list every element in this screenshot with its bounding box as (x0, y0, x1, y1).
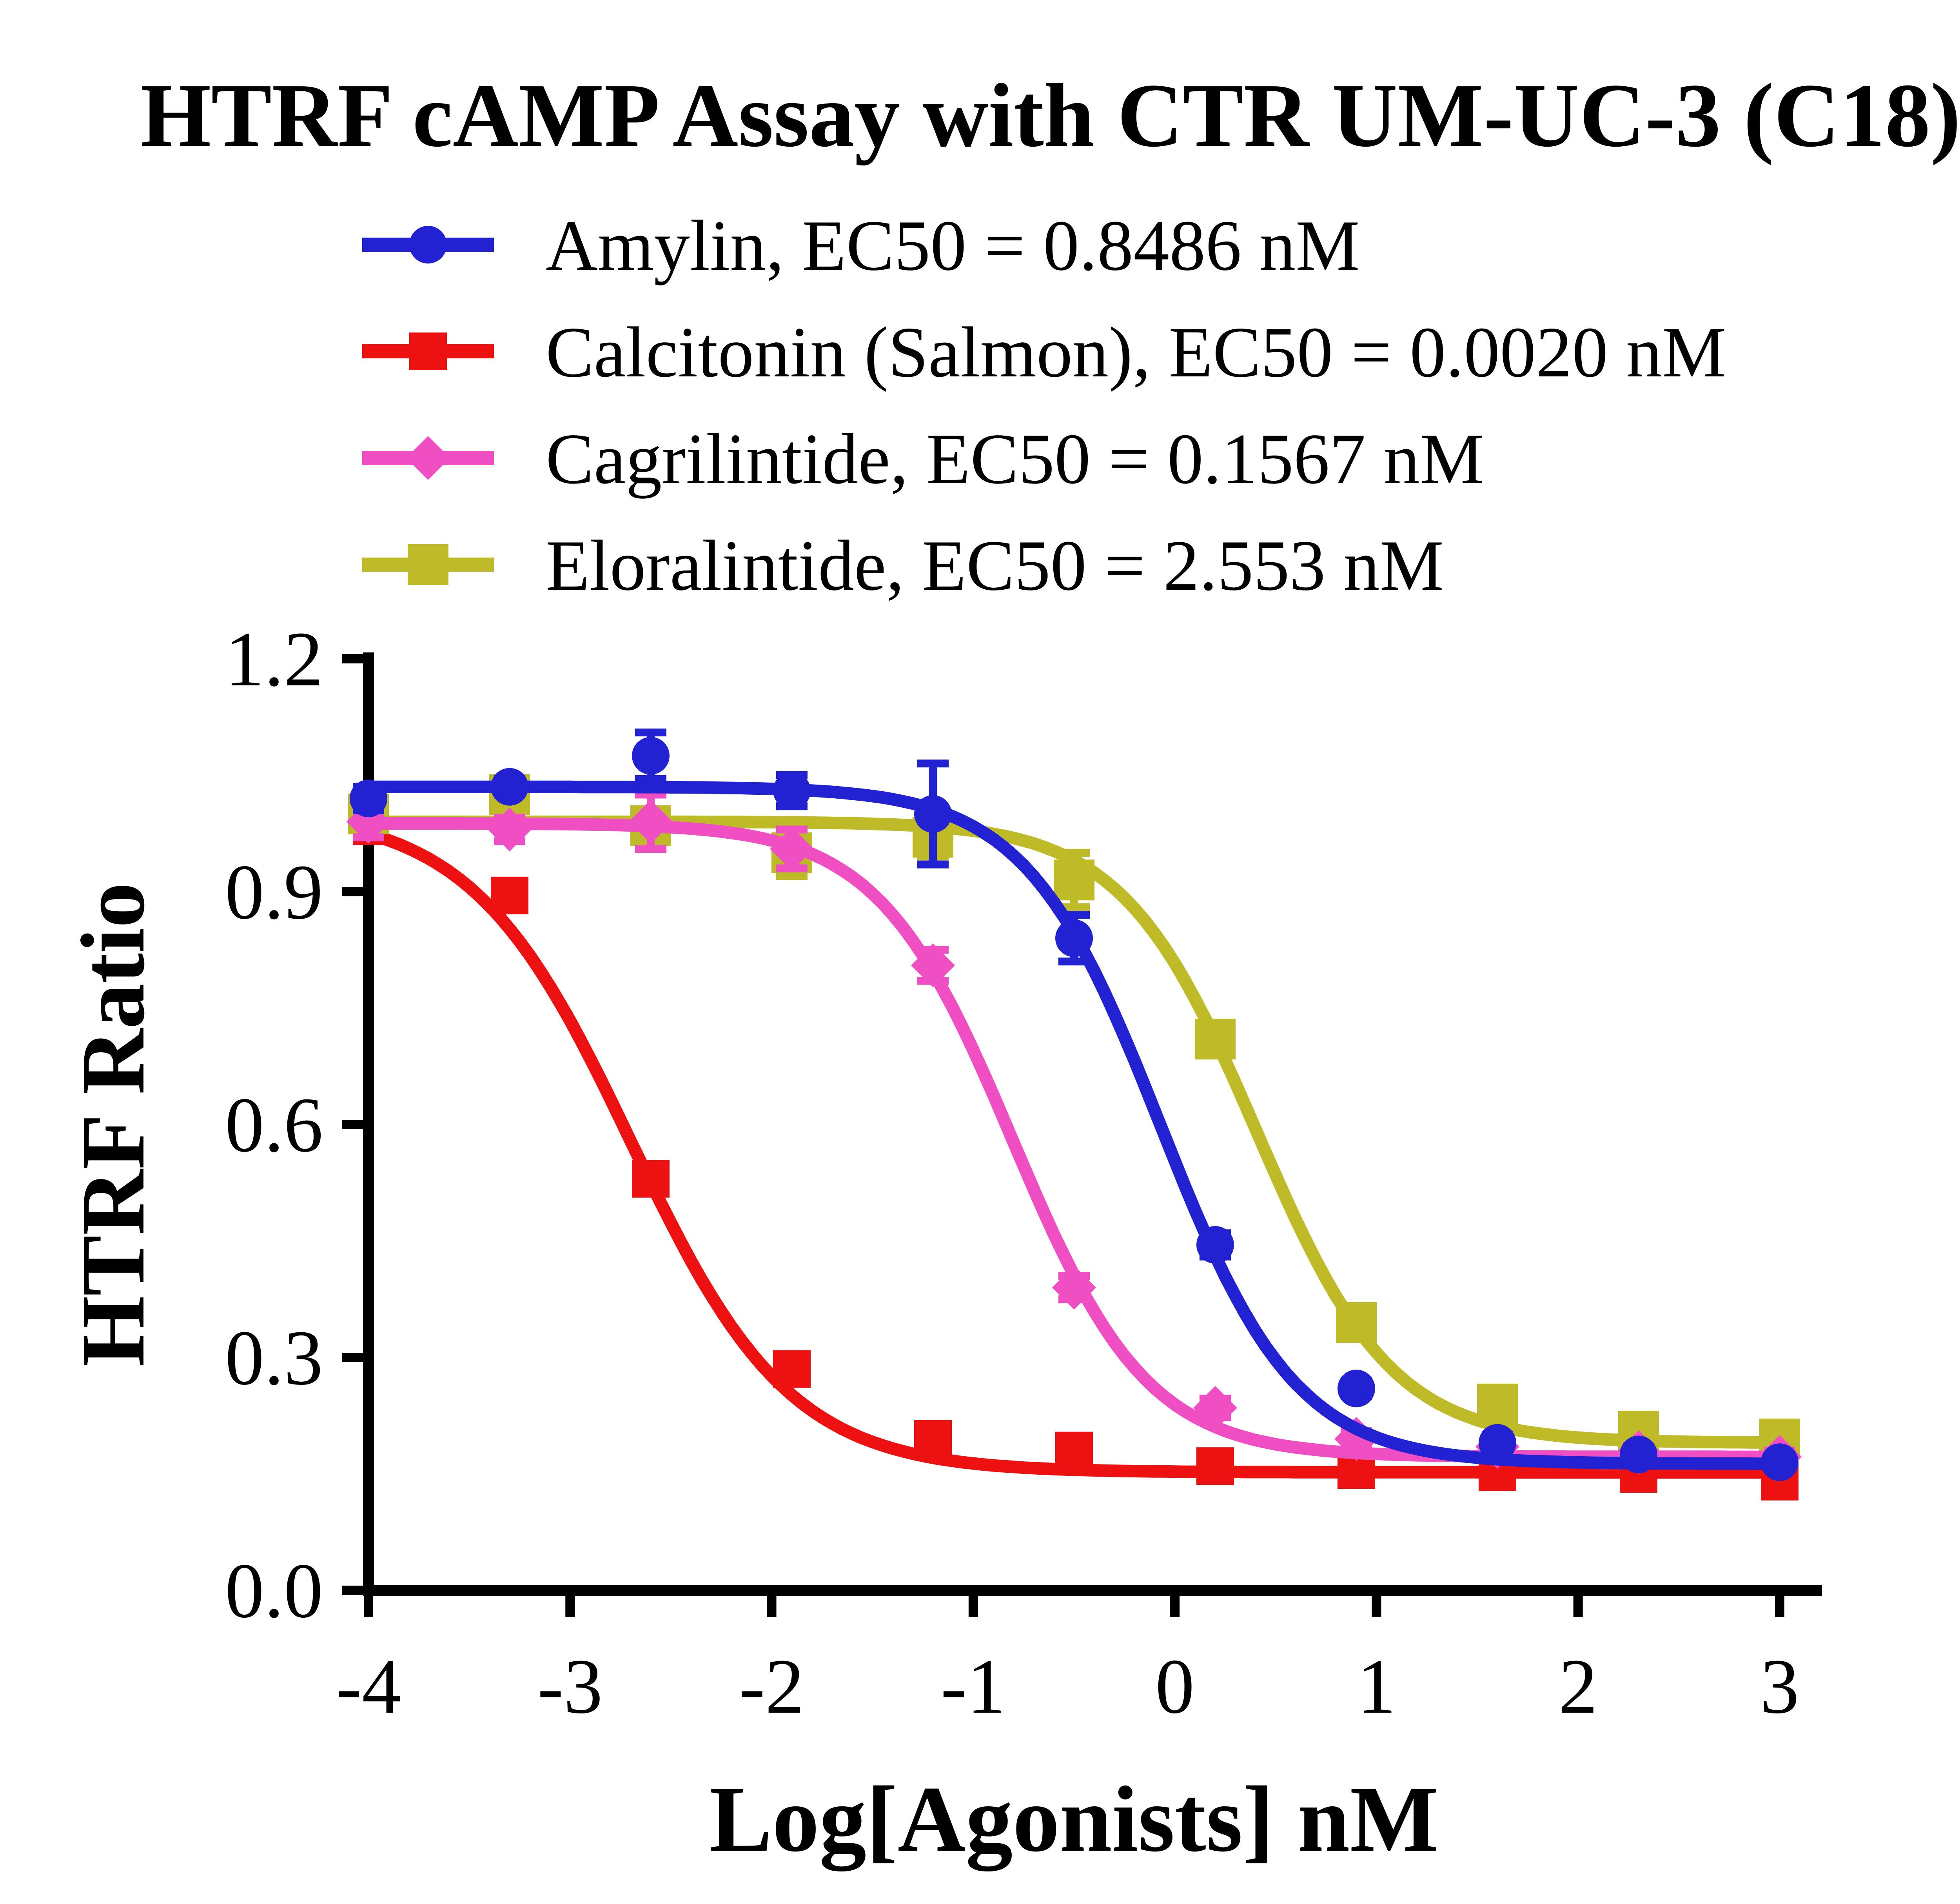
legend-label-eloralintide: Eloralintide, EC50 = 2.553 nM (546, 525, 1444, 605)
amylin-point (1196, 1226, 1234, 1264)
legend-item-calcitonin: Calcitonin (Salmon), EC50 = 0.0020 nM (358, 298, 1726, 405)
amylin-point (1338, 1370, 1375, 1408)
series-amylin (350, 729, 1798, 1481)
calcitonin-salmon-point (491, 876, 528, 914)
calcitonin-salmon-point (632, 1160, 670, 1198)
y-tick-label: 0.9 (225, 849, 323, 936)
eloralintide-point (1477, 1383, 1518, 1424)
legend-label-amylin: Amylin, EC50 = 0.8486 nM (546, 205, 1360, 285)
calcitonin-salmon-curve (362, 827, 1786, 1479)
calcitonin-legend-marker (362, 332, 494, 370)
amylin-point (491, 768, 528, 806)
cagrilintide-point (488, 807, 532, 852)
amylin-point (1620, 1435, 1657, 1473)
eloralintide-legend-marker (362, 544, 494, 585)
eloralintide-point (1336, 1302, 1377, 1343)
x-tick-label: 0 (1155, 1643, 1194, 1730)
circle-marker-icon (409, 226, 447, 263)
series-eloralintide (348, 774, 1800, 1459)
diamond-marker-icon (406, 436, 450, 480)
y-tick-label: 0.3 (225, 1315, 323, 1401)
x-tick-label: -1 (941, 1643, 1006, 1730)
cagrilintide-legend-marker (362, 436, 494, 480)
legend-label-calcitonin: Calcitonin (Salmon), EC50 = 0.0020 nM (546, 311, 1726, 391)
square-marker-icon (409, 332, 447, 370)
amylin-point (632, 737, 670, 775)
amylin-point (773, 772, 811, 810)
eloralintide-point (1054, 859, 1094, 901)
legend-item-eloralintide: Eloralintide, EC50 = 2.553 nM (358, 511, 1726, 618)
cagrilintide-point (770, 827, 814, 871)
amylin-point (1055, 919, 1093, 957)
amylin-point (350, 779, 387, 818)
legend-item-amylin: Amylin, EC50 = 0.8486 nM (358, 191, 1726, 298)
cagrilintide-point (1193, 1386, 1237, 1430)
calcitonin-salmon-point (1055, 1432, 1093, 1470)
calcitonin-salmon-point (773, 1350, 811, 1388)
calcitonin-salmon-point (1196, 1447, 1234, 1485)
y-tick-label: 0.0 (225, 1548, 323, 1634)
x-tick-label: 1 (1357, 1643, 1396, 1730)
amylin-legend-marker (362, 226, 494, 263)
legend: Amylin, EC50 = 0.8486 nM Calcitonin (Sal… (358, 191, 1726, 618)
cagrilintide-point (629, 799, 673, 844)
y-tick-label: 0.6 (225, 1082, 323, 1168)
x-tick-label: -3 (537, 1643, 603, 1730)
y-tick-label: 1.2 (225, 616, 323, 703)
legend-label-cagrilintide: Cagrilintide, EC50 = 0.1567 nM (546, 418, 1484, 498)
x-tick-label: -2 (739, 1643, 804, 1730)
x-tick-label: 2 (1559, 1643, 1598, 1730)
legend-item-cagrilintide: Cagrilintide, EC50 = 0.1567 nM (358, 405, 1726, 511)
amylin-point (1479, 1424, 1516, 1462)
chart-title: HTRF cAMP Assay with CTR UM-UC-3 (C18) (140, 64, 1960, 166)
axes: 0.0 0.3 0.6 0.9 1.2 -4 -3 -2 -1 0 1 2 3 (225, 616, 1822, 1730)
x-axis-title: Log[Agonists] nM (709, 1768, 1439, 1871)
x-tick-label: -4 (336, 1643, 401, 1730)
calcitonin-salmon-point (914, 1420, 952, 1458)
eloralintide-point (1195, 1019, 1236, 1060)
amylin-point (1761, 1443, 1798, 1481)
cagrilintide-point (1052, 1265, 1096, 1310)
cagrilintide-point (911, 943, 955, 988)
square-marker-icon (408, 544, 448, 585)
amylin-point (914, 795, 952, 833)
x-tick-label: 3 (1760, 1643, 1799, 1730)
